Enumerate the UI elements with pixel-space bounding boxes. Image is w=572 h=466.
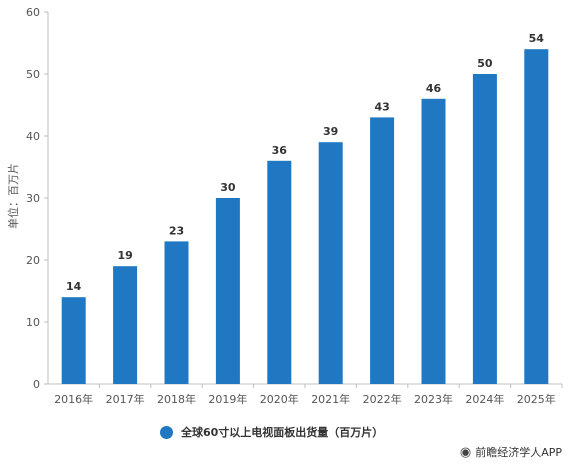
x-tick-label: 2018年	[157, 392, 196, 406]
data-label: 46	[426, 82, 442, 95]
bar	[370, 117, 395, 385]
legend-label: 全球60寸以上电视面板出货量（百万片）	[181, 426, 384, 439]
source-credit: ◉ 前瞻经济学人APP	[460, 444, 562, 460]
bar	[421, 98, 446, 385]
x-tick-label: 2021年	[311, 392, 350, 406]
bars	[61, 49, 549, 385]
x-tick-label: 2025年	[517, 392, 556, 406]
x-axis: 2016年 2017年 2018年 2019年 2020年 2021年 2022年 2023年…	[48, 383, 563, 406]
bar	[318, 142, 343, 384]
bar	[61, 297, 86, 384]
bar	[164, 241, 189, 384]
data-label: 39	[323, 125, 338, 138]
x-tick-label: 2016年	[54, 392, 93, 406]
bar	[113, 266, 138, 384]
data-label: 23	[169, 224, 184, 237]
bar	[215, 198, 240, 384]
wechat-icon: ◉	[459, 444, 472, 460]
y-tick-label: 20	[26, 254, 40, 267]
bar	[267, 160, 292, 384]
data-label: 14	[66, 280, 82, 293]
data-label: 30	[220, 181, 236, 194]
y-axis: 0 10 20 30 40 50 60	[26, 6, 49, 391]
y-tick-label: 30	[26, 192, 40, 205]
legend-marker	[160, 425, 173, 439]
x-tick-label: 2020年	[260, 392, 299, 406]
x-tick-label: 2023年	[414, 392, 453, 406]
y-tick-label: 0	[33, 378, 40, 391]
legend: 全球60寸以上电视面板出货量（百万片）	[160, 424, 383, 440]
x-tick-label: 2019年	[208, 392, 247, 406]
data-labels: 14 19 23 30 36 39 43 46 50 54	[66, 32, 544, 293]
y-tick-label: 50	[26, 68, 40, 81]
y-tick-label: 10	[26, 316, 40, 329]
data-label: 36	[272, 144, 288, 157]
bar	[472, 74, 497, 384]
data-label: 54	[529, 32, 545, 45]
source-text: 前瞻经济学人APP	[475, 446, 562, 459]
bar	[524, 49, 549, 384]
x-tick-label: 2022年	[363, 392, 402, 406]
y-axis-label: 单位：百万片	[6, 163, 20, 229]
y-tick-label: 60	[26, 6, 40, 19]
data-label: 43	[374, 100, 389, 113]
data-label: 19	[117, 249, 132, 262]
data-label: 50	[477, 57, 493, 70]
x-tick-label: 2017年	[106, 392, 145, 406]
y-tick-label: 40	[26, 130, 40, 143]
x-tick-label: 2024年	[465, 392, 504, 406]
